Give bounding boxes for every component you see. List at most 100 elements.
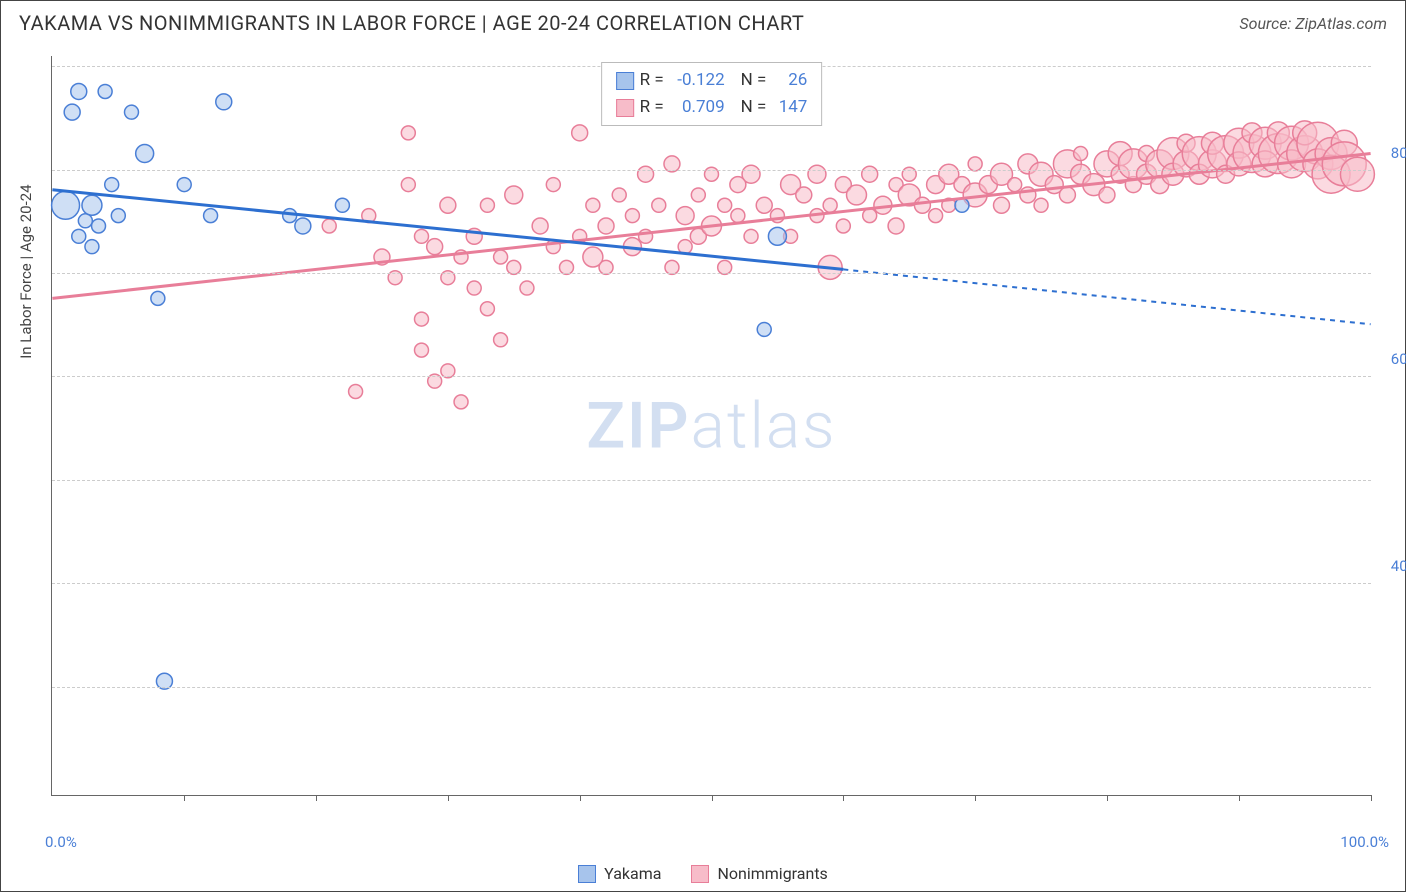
data-point: [718, 198, 732, 212]
x-min-label: 0.0%: [45, 833, 77, 851]
gridline: [52, 687, 1371, 688]
data-point: [415, 229, 429, 243]
legend-swatch: [616, 99, 634, 117]
legend-swatch-yakama: [578, 865, 596, 883]
data-point: [494, 250, 508, 264]
data-point: [295, 218, 311, 234]
data-point: [1340, 157, 1374, 191]
series-legend: Yakama Nonimmigrants: [1, 864, 1405, 883]
legend-correlation-row: R =0.709N =147: [616, 94, 808, 121]
data-point: [598, 218, 614, 234]
data-point: [124, 105, 138, 119]
gridline: [52, 583, 1371, 584]
legend-n-value: 26: [772, 67, 807, 94]
data-point: [691, 188, 705, 202]
data-point: [52, 191, 80, 219]
data-point: [480, 198, 494, 212]
data-point: [92, 219, 106, 233]
gridline: [52, 273, 1371, 274]
chart-title: YAKAMA VS NONIMMIGRANTS IN LABOR FORCE |…: [19, 11, 804, 35]
data-point: [742, 165, 760, 183]
x-max-label: 100.0%: [1340, 833, 1389, 851]
regression-extrapolation: [843, 269, 1370, 324]
data-point: [216, 94, 232, 110]
data-point: [71, 83, 87, 99]
data-point: [98, 84, 112, 98]
data-point: [888, 218, 904, 234]
data-point: [1099, 187, 1115, 203]
data-point: [756, 197, 772, 213]
data-point: [823, 198, 837, 212]
data-point: [349, 385, 363, 399]
legend-item-nonimmigrants: Nonimmigrants: [691, 864, 827, 883]
legend-r-value: 0.709: [670, 94, 725, 121]
data-point: [415, 343, 429, 357]
legend-n-label: N =: [741, 67, 767, 94]
data-point: [151, 291, 165, 305]
y-tick-label: 60.0%: [1391, 350, 1406, 368]
data-point: [1074, 147, 1088, 161]
data-point: [757, 322, 771, 336]
x-tick: [184, 795, 185, 801]
chart-container: YAKAMA VS NONIMMIGRANTS IN LABOR FORCE |…: [0, 0, 1406, 892]
data-point: [64, 104, 80, 120]
header-row: YAKAMA VS NONIMMIGRANTS IN LABOR FORCE |…: [1, 1, 1405, 39]
data-point: [440, 197, 456, 213]
legend-item-yakama: Yakama: [578, 864, 661, 883]
x-tick: [1239, 795, 1240, 801]
y-axis-title: In Labor Force | Age 20-24: [17, 184, 35, 358]
data-point: [322, 219, 336, 233]
y-tick-label: 40.0%: [1391, 557, 1406, 575]
data-point: [82, 195, 102, 215]
data-point: [427, 239, 443, 255]
legend-correlation-row: R =-0.122N =26: [616, 67, 808, 94]
y-tick-label: 80.0%: [1391, 144, 1406, 162]
x-tick: [316, 795, 317, 801]
data-point: [731, 209, 745, 223]
gridline: [52, 170, 1371, 171]
data-point: [136, 145, 154, 163]
data-point: [572, 125, 588, 141]
correlation-legend: R =-0.122N =26R =0.709N =147: [601, 62, 823, 126]
data-point: [768, 227, 786, 245]
data-point: [744, 229, 758, 243]
legend-r-label: R =: [640, 67, 664, 94]
data-point: [454, 395, 468, 409]
data-point: [994, 197, 1010, 213]
data-point: [85, 240, 99, 254]
chart-source: Source: ZipAtlas.com: [1239, 14, 1387, 33]
data-point: [863, 209, 877, 223]
data-point: [72, 229, 86, 243]
data-point: [467, 281, 481, 295]
legend-n-value: 147: [772, 94, 807, 121]
data-point: [111, 209, 125, 223]
x-tick: [1371, 795, 1372, 801]
data-point: [177, 178, 191, 192]
gridline: [52, 480, 1371, 481]
x-tick: [448, 795, 449, 801]
legend-r-label: R =: [640, 94, 664, 121]
data-point: [546, 178, 560, 192]
x-tick: [843, 795, 844, 801]
x-tick: [1107, 795, 1108, 801]
data-point: [1008, 178, 1022, 192]
data-point: [676, 207, 694, 225]
data-point: [204, 209, 218, 223]
data-point: [929, 209, 943, 223]
data-point: [78, 214, 92, 228]
data-point: [914, 197, 930, 213]
plot-area: ZIPatlas 40.0%60.0%80.0%100.0% R =-0.122…: [51, 56, 1371, 796]
data-point: [532, 218, 548, 234]
data-point: [401, 178, 415, 192]
x-tick: [580, 795, 581, 801]
data-point: [1034, 198, 1048, 212]
data-point: [494, 333, 508, 347]
data-point: [505, 186, 523, 204]
data-point: [401, 126, 415, 140]
data-point: [847, 185, 867, 205]
data-point: [652, 198, 666, 212]
x-tick: [712, 795, 713, 801]
gridline: [52, 376, 1371, 377]
chart-svg: [52, 56, 1371, 795]
data-point: [415, 312, 429, 326]
